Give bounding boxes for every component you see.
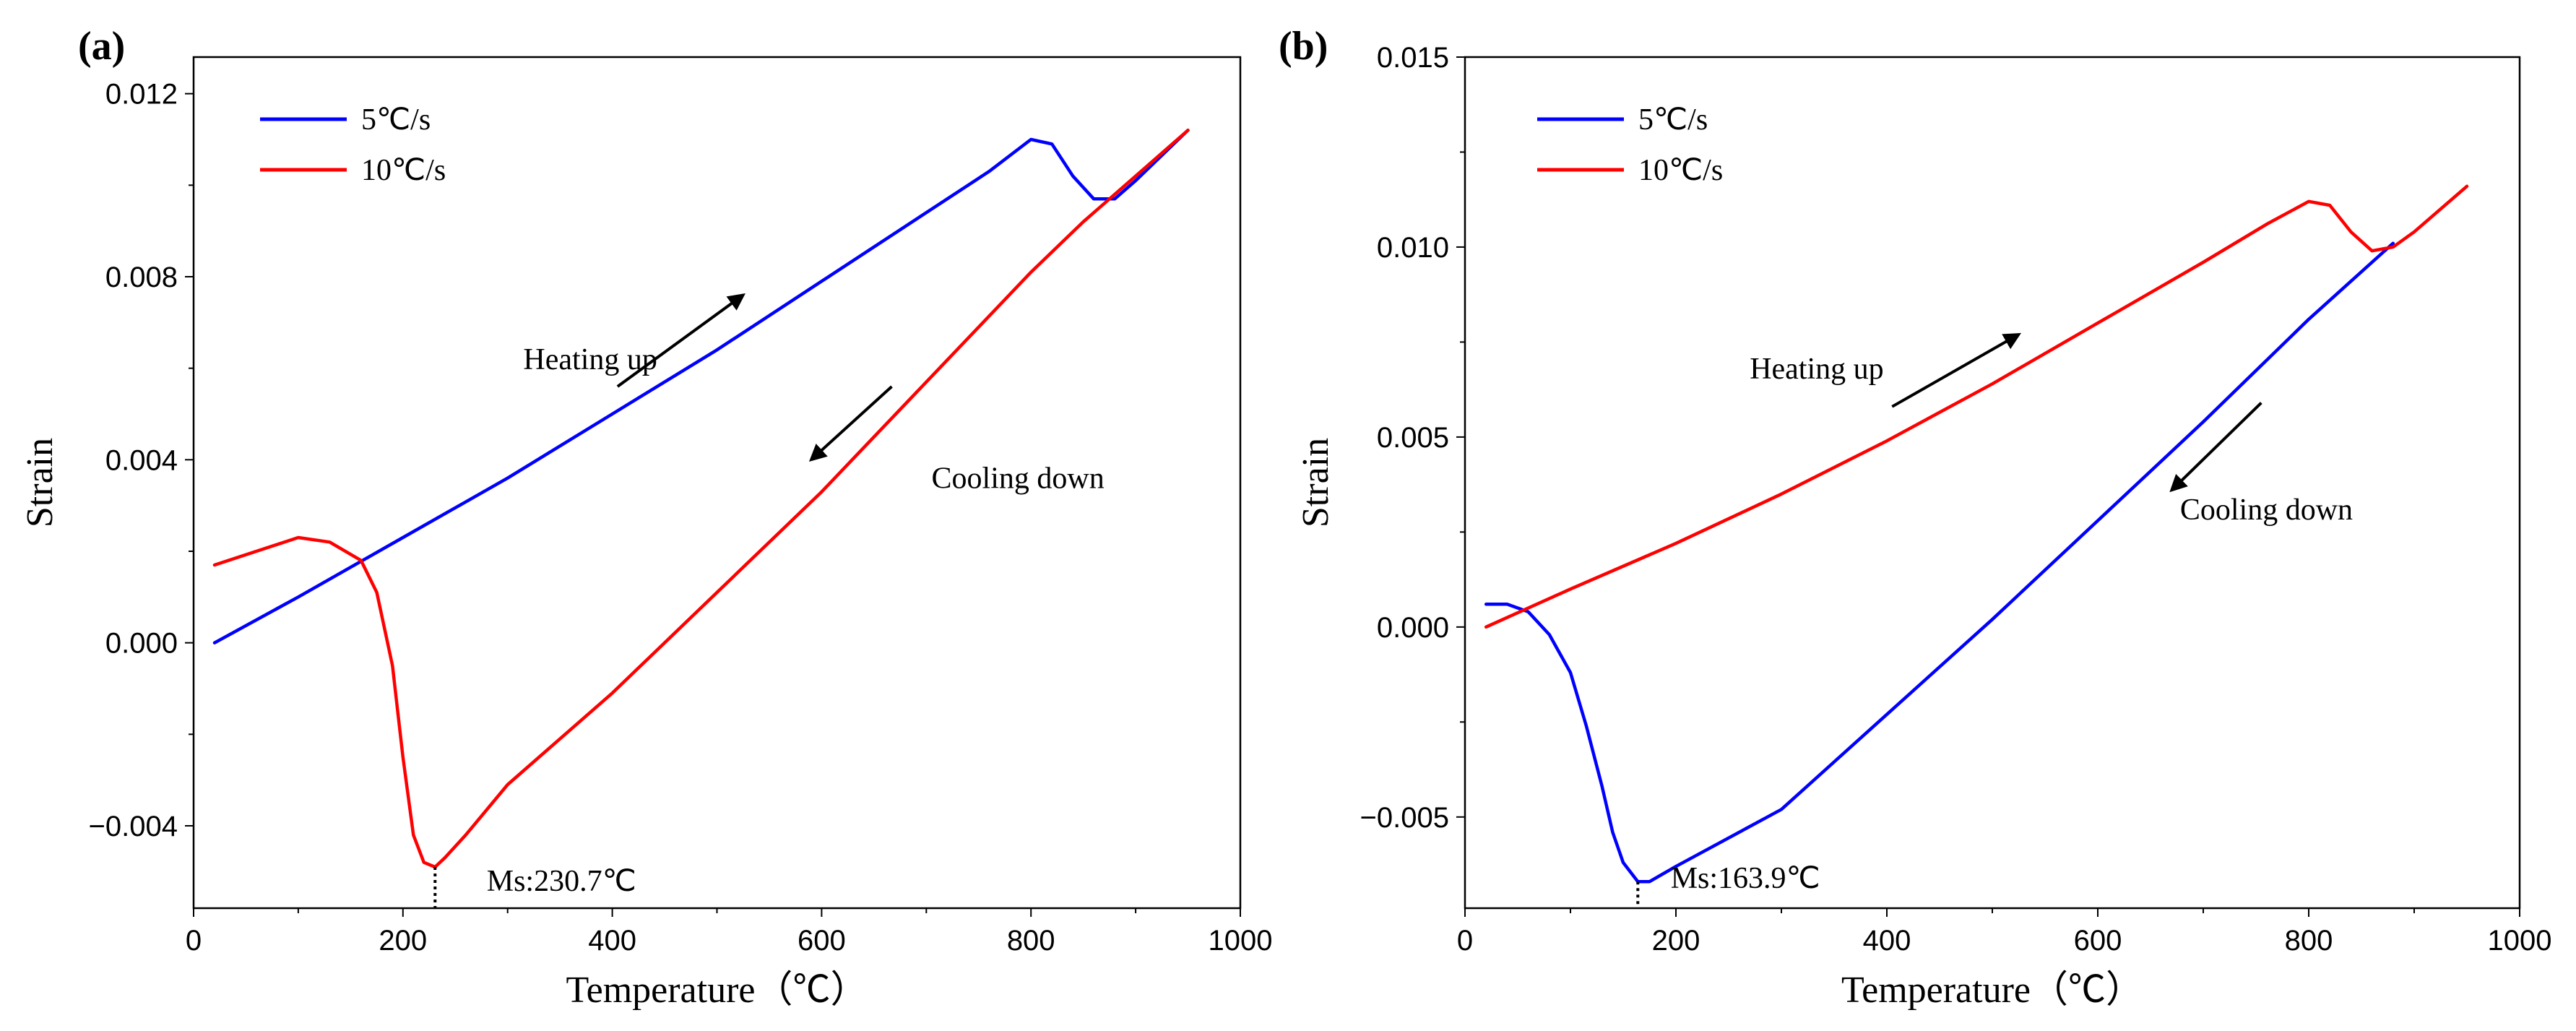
legend-label: 10℃/s xyxy=(1638,154,1723,187)
y-tick-label: 0.008 xyxy=(105,262,178,293)
x-axis-title: Temperature（℃） xyxy=(566,970,868,1011)
legend-label: 5℃/s xyxy=(361,103,431,137)
ms-annotation: Ms:163.9℃ xyxy=(1671,862,1820,895)
x-tick-label: 400 xyxy=(1863,925,1911,957)
y-axis-title: Strain xyxy=(20,438,61,527)
x-tick-label: 0 xyxy=(1457,925,1473,957)
y-tick-label: 0.012 xyxy=(105,79,178,111)
legend-label: 5℃/s xyxy=(1638,103,1708,137)
y-tick-label: −0.004 xyxy=(89,811,178,842)
series-line xyxy=(212,129,1190,869)
ms-annotation: Ms:230.7℃ xyxy=(487,865,636,898)
panel-label: (a) xyxy=(78,24,125,69)
x-tick-label: 600 xyxy=(2074,925,2122,957)
direction-arrow xyxy=(1891,332,2021,408)
y-tick-label: 0.004 xyxy=(105,444,178,476)
x-tick-label: 0 xyxy=(186,925,202,957)
direction-arrow xyxy=(616,293,745,388)
y-tick-label: 0.005 xyxy=(1377,422,1449,454)
legend-label: 10℃/s xyxy=(361,154,446,187)
x-tick-label: 1000 xyxy=(2488,925,2552,957)
y-tick-label: 0.000 xyxy=(105,628,178,660)
y-tick-label: 0.015 xyxy=(1377,42,1449,74)
series-line xyxy=(212,129,1190,644)
panel-a: 0 200 400 600 800 1000 −0.004 0.000 0.004 0.008 0.… xyxy=(20,24,1272,1011)
panel-b: 0 200 400 600 800 1000 −0.005 0.000 0.005 0.010 0.… xyxy=(1279,24,2551,1011)
x-tick-label: 1000 xyxy=(1209,925,1273,957)
panel-label: (b) xyxy=(1279,24,1328,69)
annotation-text: Cooling down xyxy=(2180,493,2353,527)
x-tick-label: 200 xyxy=(1652,925,1700,957)
y-tick-label: 0.000 xyxy=(1377,612,1449,644)
x-tick-label: 200 xyxy=(379,925,427,957)
y-tick-label: 0.010 xyxy=(1377,232,1449,264)
annotation-text: Heating up xyxy=(1750,353,1883,386)
direction-arrow xyxy=(2169,402,2262,493)
series-line xyxy=(1484,184,2469,629)
y-axis-title: Strain xyxy=(1295,438,1336,527)
x-tick-label: 800 xyxy=(1007,925,1055,957)
x-axis-title: Temperature（℃） xyxy=(1841,970,2143,1011)
y-tick-label: −0.005 xyxy=(1360,802,1449,834)
x-tick-label: 800 xyxy=(2285,925,2333,957)
x-tick-label: 400 xyxy=(588,925,636,957)
annotation-text: Cooling down xyxy=(932,462,1105,496)
series-line xyxy=(1484,241,2395,884)
direction-arrow xyxy=(808,385,893,462)
annotation-text: Heating up xyxy=(523,343,657,376)
x-tick-label: 600 xyxy=(798,925,846,957)
plot-frame xyxy=(1464,56,2521,910)
